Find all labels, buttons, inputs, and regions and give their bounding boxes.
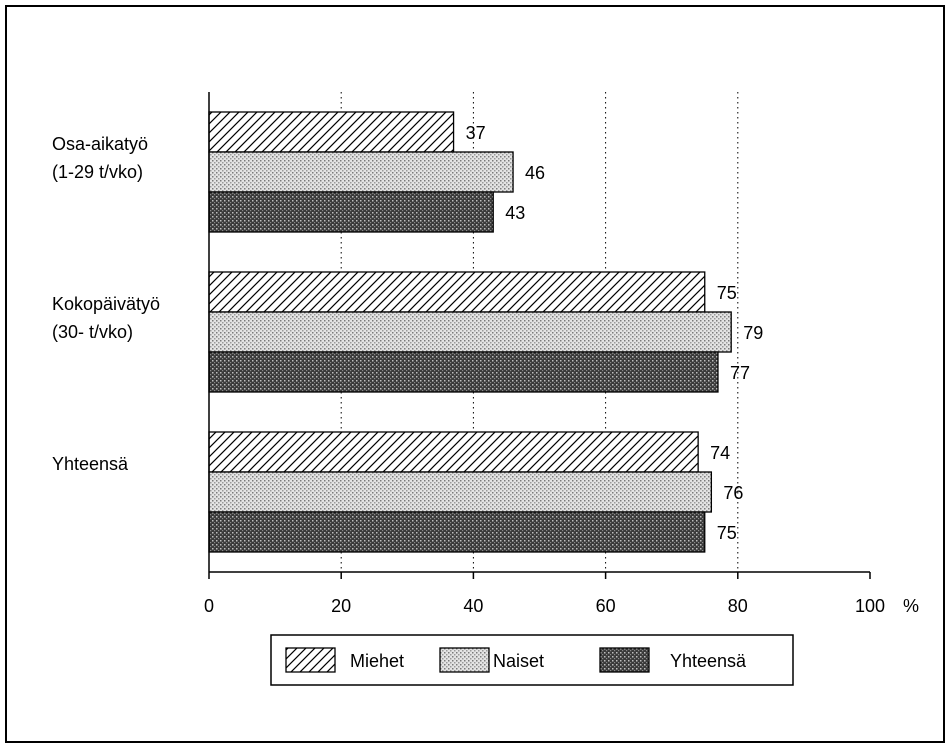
data-label: 76 — [723, 483, 743, 503]
legend-label: Miehet — [350, 651, 404, 671]
bar — [208, 151, 514, 193]
x-axis-unit: % — [903, 596, 919, 616]
x-tick-label: 0 — [204, 596, 214, 616]
legend-swatch — [599, 647, 650, 673]
category-label: (30- t/vko) — [52, 322, 133, 342]
bar — [208, 511, 706, 553]
bar — [208, 191, 494, 233]
chart-frame — [5, 5, 945, 743]
data-label: 46 — [525, 163, 545, 183]
category-label: Osa-aikatyö — [52, 134, 148, 154]
x-tick-label: 40 — [463, 596, 483, 616]
legend-label: Yhteensä — [670, 651, 747, 671]
x-tick-label: 20 — [331, 596, 351, 616]
legend-swatch — [439, 647, 490, 673]
bar — [208, 271, 706, 313]
legend: Miehet Naiset Yhteensä — [270, 634, 794, 686]
legend-label: Naiset — [493, 651, 544, 671]
data-label: 37 — [466, 123, 486, 143]
x-tick-label: 80 — [728, 596, 748, 616]
data-label: 74 — [710, 443, 730, 463]
bar — [208, 311, 732, 353]
legend-swatch — [285, 647, 336, 673]
data-label: 77 — [730, 363, 750, 383]
data-label: 79 — [743, 323, 763, 343]
x-tick-label: 100 — [855, 596, 885, 616]
category-label: Yhteensä — [52, 454, 129, 474]
bar — [208, 471, 713, 513]
bar — [208, 351, 719, 393]
bar — [208, 431, 699, 473]
legend-box — [270, 634, 794, 686]
axes — [208, 92, 871, 579]
bar — [208, 111, 455, 153]
data-label: 43 — [505, 203, 525, 223]
data-label: 75 — [717, 283, 737, 303]
x-tick-label: 60 — [596, 596, 616, 616]
data-label: 75 — [717, 523, 737, 543]
category-label: (1-29 t/vko) — [52, 162, 143, 182]
bars — [208, 111, 732, 553]
category-label: Kokopäivätyö — [52, 294, 160, 314]
